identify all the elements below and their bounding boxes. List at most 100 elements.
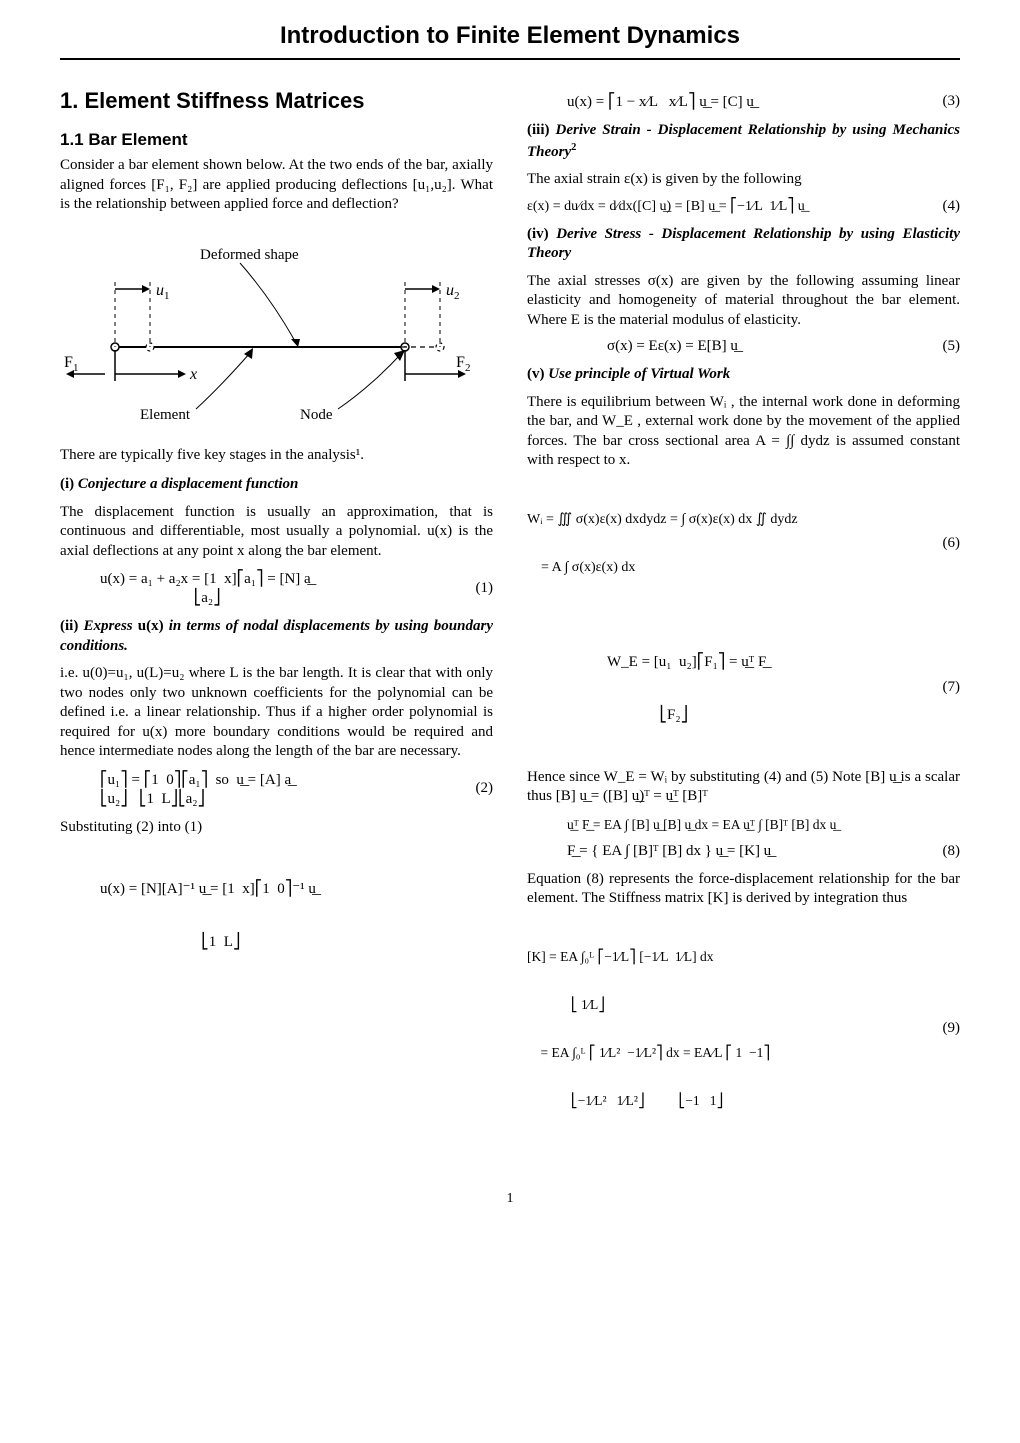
sec-iv-roman: (iv)	[527, 226, 556, 242]
eq4-number: (4)	[933, 198, 961, 215]
deformed-label: Deformed shape	[200, 247, 299, 263]
element-label: Element	[140, 407, 191, 423]
eq6-a: Wᵢ = ∭ σ(x)ε(x) dxdydz = ∫ σ(x)ε(x) dx ∬…	[527, 511, 798, 528]
subsection-i-heading: (i) Conjecture a displacement function	[60, 475, 493, 495]
eq8-after-text: Equation (8) represents the force-displa…	[527, 870, 960, 909]
sec-i-ital: Conjecture a displacement function	[78, 476, 298, 492]
eq8-number: (8)	[933, 843, 961, 860]
sec-iii-roman: (iii)	[527, 122, 556, 138]
x-label: x	[189, 366, 197, 383]
equation-3: u(x) = ⎡1 − x⁄L x⁄L⎤ u͟ = [C] u͟ (3)	[527, 92, 960, 111]
substituting-text: Substituting (2) into (1)	[60, 818, 493, 838]
element-leader	[196, 353, 250, 409]
node-leader	[338, 355, 400, 409]
eq7-number: (7)	[933, 679, 961, 696]
eq1-content: u(x) = a₁ + a₂x = [1 x]⎡a₁⎤ = [N] a͟ ⎣a₂…	[100, 569, 311, 607]
intro-paragraph: Consider a bar element shown below. At t…	[60, 156, 493, 215]
right-column: u(x) = ⎡1 − x⁄L x⁄L⎤ u͟ = [C] u͟ (3) (ii…	[527, 84, 960, 1151]
eq9-b: ⎣ 1⁄L⎦	[527, 997, 770, 1013]
eq-sub-a: u(x) = [N][A]⁻¹ u͟ = [1 x]⎡1 0⎤⁻¹ u͟	[100, 879, 493, 898]
eq9-a: [K] = EA ∫₀ᴸ ⎡−1⁄L⎤ [−1⁄L 1⁄L] dx	[527, 949, 770, 965]
equation-9: [K] = EA ∫₀ᴸ ⎡−1⁄L⎤ [−1⁄L 1⁄L] dx ⎣ 1⁄L⎦…	[527, 917, 960, 1141]
eq1-number: (1)	[466, 580, 494, 597]
eq1-line-b: ⎣a₂⎦	[100, 588, 311, 607]
sec-v-ital: Use principle of Virtual Work	[548, 366, 730, 382]
equation-7: W_E = [u₁ u₂]⎡F₁⎤ = u͟ᵀ F͟ ⎣F₂⎦ (7)	[527, 618, 960, 758]
equation-5: σ(x) = Eε(x) = E[B] u͟ (5)	[527, 338, 960, 355]
eq-sub-b: ⎣1 L⎦	[100, 932, 493, 951]
equation-sub: u(x) = [N][A]⁻¹ u͟ = [1 x]⎡1 0⎤⁻¹ u͟ ⎣1 …	[60, 845, 493, 985]
eq2-line-a: ⎡u₁⎤ = ⎡1 0⎤⎡a₁⎤ so u͟ = [A] a͟	[100, 770, 291, 789]
section-1-1-heading: 1.1 Bar Element	[60, 130, 493, 150]
eq2-content: ⎡u₁⎤ = ⎡1 0⎤⎡a₁⎤ so u͟ = [A] a͟ ⎣u₂⎦ ⎣1 …	[100, 770, 291, 808]
u2-sub: 2	[454, 290, 460, 302]
equation-8: F͟ = { EA ∫ [B]ᵀ [B] dx } u͟ = [K] u͟ (8…	[527, 843, 960, 860]
f1-sub: 1	[73, 362, 79, 374]
u2-arrow-head	[432, 285, 440, 293]
eq9-c: = EA ∫₀ᴸ ⎡ 1⁄L² −1⁄L²⎤ dx = EA⁄L ⎡ 1 −1⎤	[527, 1045, 770, 1061]
eq6-content: Wᵢ = ∭ σ(x)ε(x) dxdydz = ∫ σ(x)ε(x) dx ∬…	[527, 479, 798, 608]
f2-label: F	[456, 354, 465, 371]
two-column-layout: 1. Element Stiffness Matrices 1.1 Bar El…	[0, 84, 1020, 1181]
hence-text: Hence since W_E = Wᵢ by substituting (4)…	[527, 768, 960, 807]
eq6-number: (6)	[933, 535, 961, 552]
page-number: 1	[0, 1181, 1020, 1227]
subsection-iv-heading: (iv) Derive Stress - Displacement Relati…	[527, 225, 960, 264]
sec-iv-body: The axial stresses σ(x) are given by the…	[527, 272, 960, 331]
sec-iii-ital: Derive Strain - Displacement Relationshi…	[527, 122, 960, 160]
sec-ii-roman: (ii)	[60, 618, 83, 634]
eq8-pre: u͟ᵀ F͟ = EA ∫ [B] u͟ [B] u͟ dx = EA u͟ᵀ …	[527, 817, 960, 833]
eq9-d: ⎣−1⁄L² 1⁄L²⎦ ⎣−1 1⎦	[527, 1093, 770, 1109]
eq3-content: u(x) = ⎡1 − x⁄L x⁄L⎤ u͟ = [C] u͟	[567, 92, 754, 111]
eq2-number: (2)	[466, 780, 494, 797]
sec-iii-body: The axial strain ε(x) is given by the fo…	[527, 170, 960, 190]
sec-ii-body: i.e. u(0)=u₁, u(L)=u₂ where L is the bar…	[60, 664, 493, 762]
eq4-content: ε(x) = du⁄dx = d⁄dx([C] u͟) = [B] u͟ = ⎡…	[527, 198, 805, 215]
sec-ii-ital-a: Express	[83, 618, 137, 634]
eq9-number: (9)	[933, 1020, 961, 1037]
header-title: Introduction to Finite Element Dynamics	[280, 22, 740, 49]
sec-v-body: There is equilibrium between Wᵢ , the in…	[527, 393, 960, 471]
sec-iv-ital: Derive Stress - Displacement Relationshi…	[527, 226, 960, 262]
after-diagram-text: There are typically five key stages in t…	[60, 446, 493, 466]
node-label: Node	[300, 407, 333, 423]
equation-2: ⎡u₁⎤ = ⎡1 0⎤⎡a₁⎤ so u͟ = [A] a͟ ⎣u₂⎦ ⎣1 …	[60, 770, 493, 808]
deformed-leader	[240, 263, 295, 341]
equation-1: u(x) = a₁ + a₂x = [1 x]⎡a₁⎤ = [N] a͟ ⎣a₂…	[60, 569, 493, 607]
x-arrow-head	[178, 370, 186, 378]
bar-element-svg: u 1 u 2 Deformed shape F 1	[60, 227, 480, 427]
section-1-heading: 1. Element Stiffness Matrices	[60, 88, 493, 114]
u2-label: u	[446, 282, 454, 299]
u1-label: u	[156, 282, 164, 299]
eq2-line-b: ⎣u₂⎦ ⎣1 L⎦⎣a₂⎦	[100, 789, 291, 808]
eq6-b: = A ∫ σ(x)ε(x) dx	[527, 560, 798, 576]
page-header: Introduction to Finite Element Dynamics	[60, 0, 960, 60]
sec-i-roman: (i)	[60, 476, 78, 492]
eq5-number: (5)	[933, 338, 961, 355]
sec-i-body: The displacement function is usually an …	[60, 503, 493, 562]
u1-sub: 1	[164, 290, 170, 302]
sec-v-roman: (v)	[527, 366, 548, 382]
subsection-v-heading: (v) Use principle of Virtual Work	[527, 365, 960, 385]
eq8-content: F͟ = { EA ∫ [B]ᵀ [B] dx } u͟ = [K] u͟	[567, 843, 771, 860]
eq7-a: W_E = [u₁ u₂]⎡F₁⎤ = u͟ᵀ F͟	[607, 652, 766, 671]
f2-sub: 2	[465, 362, 471, 374]
deformed-leader-head	[291, 339, 300, 347]
f1-label: F	[64, 354, 73, 371]
sec-ii-mid: u(x)	[138, 618, 164, 634]
sec-iii-sup: 2	[571, 142, 576, 153]
equation-6: Wᵢ = ∭ σ(x)ε(x) dxdydz = ∫ σ(x)ε(x) dx ∬…	[527, 479, 960, 608]
eq9-content: [K] = EA ∫₀ᴸ ⎡−1⁄L⎤ [−1⁄L 1⁄L] dx ⎣ 1⁄L⎦…	[527, 917, 770, 1141]
eq5-content: σ(x) = Eε(x) = E[B] u͟	[607, 338, 738, 355]
equation-4: ε(x) = du⁄dx = d⁄dx([C] u͟) = [B] u͟ = ⎡…	[527, 198, 960, 215]
u1-arrow-head	[142, 285, 150, 293]
left-column: 1. Element Stiffness Matrices 1.1 Bar El…	[60, 84, 493, 1151]
bar-element-diagram: u 1 u 2 Deformed shape F 1	[60, 227, 493, 432]
element-leader-head	[244, 348, 253, 359]
subsection-ii-heading: (ii) Express u(x) in terms of nodal disp…	[60, 617, 493, 656]
eq7-b: ⎣F₂⎦	[607, 705, 766, 724]
eq3-number: (3)	[933, 93, 961, 110]
eq7-content: W_E = [u₁ u₂]⎡F₁⎤ = u͟ᵀ F͟ ⎣F₂⎦	[607, 618, 766, 758]
eq1-line-a: u(x) = a₁ + a₂x = [1 x]⎡a₁⎤ = [N] a͟	[100, 569, 311, 588]
subsection-iii-heading: (iii) Derive Strain - Displacement Relat…	[527, 121, 960, 162]
